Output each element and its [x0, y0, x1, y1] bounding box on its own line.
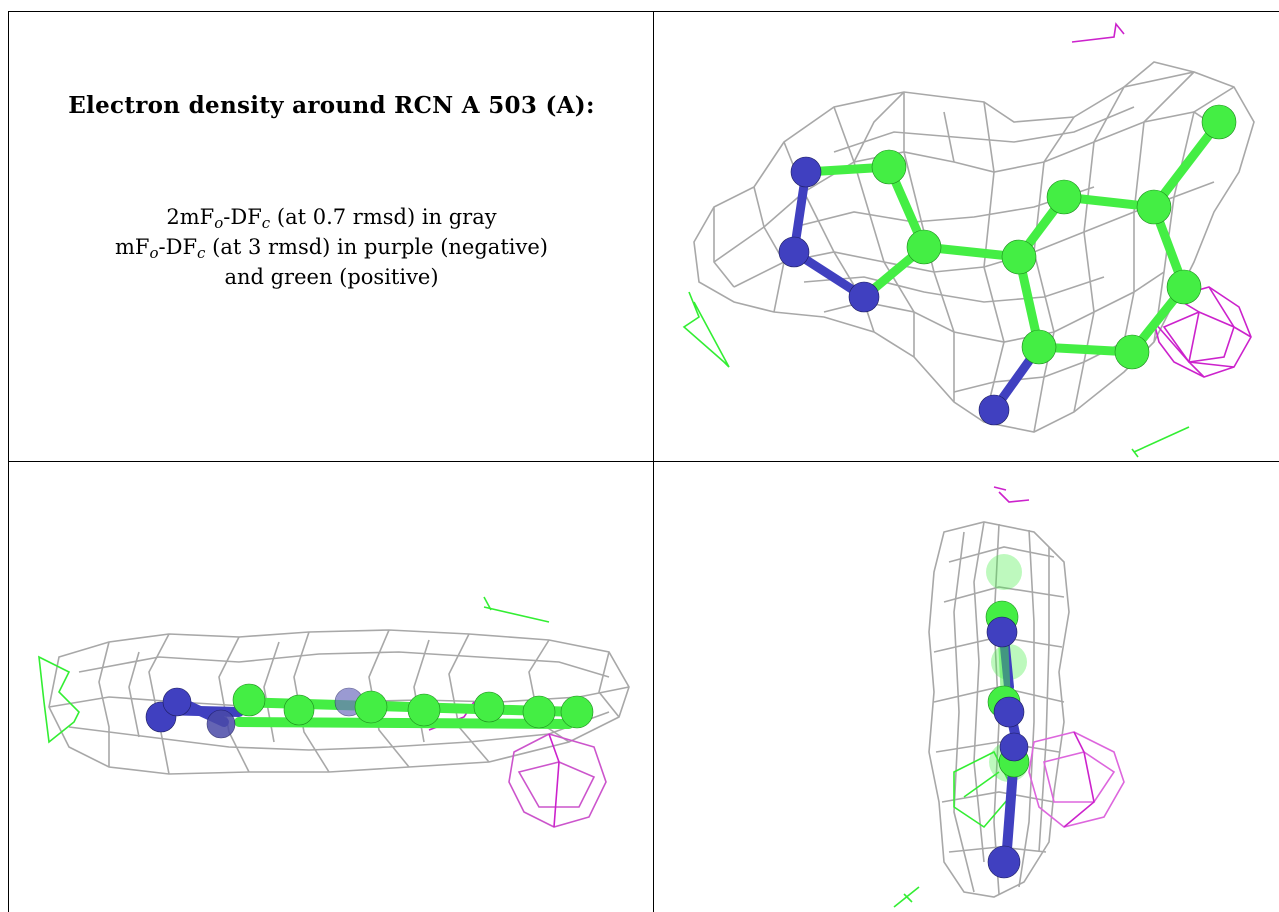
legend-positive: and green (positive) — [9, 262, 653, 292]
view-bottom-left — [9, 462, 653, 912]
ligand-model — [779, 105, 1236, 425]
ligand-model — [146, 684, 593, 738]
caption-cell: Electron density around RCN A 503 (A): 2… — [9, 12, 653, 461]
density-view-front — [654, 12, 1279, 461]
legend-2fofc: 2mFo-DFc (at 0.7 rmsd) in gray — [9, 202, 653, 232]
ligand-model — [986, 554, 1029, 878]
caption-description: 2mFo-DFc (at 0.7 rmsd) in gray mFo-DFc (… — [9, 202, 653, 292]
view-top-right — [654, 12, 1279, 461]
density-view-side — [654, 462, 1279, 912]
caption-title: Electron density around RCN A 503 (A): — [9, 92, 653, 119]
density-figure-table: Electron density around RCN A 503 (A): 2… — [8, 11, 1279, 912]
density-view-edge — [9, 462, 653, 912]
view-bottom-right — [654, 462, 1279, 912]
legend-fofc: mFo-DFc (at 3 rmsd) in purple (negative) — [9, 232, 653, 262]
density-positive-fofc — [684, 292, 1189, 457]
